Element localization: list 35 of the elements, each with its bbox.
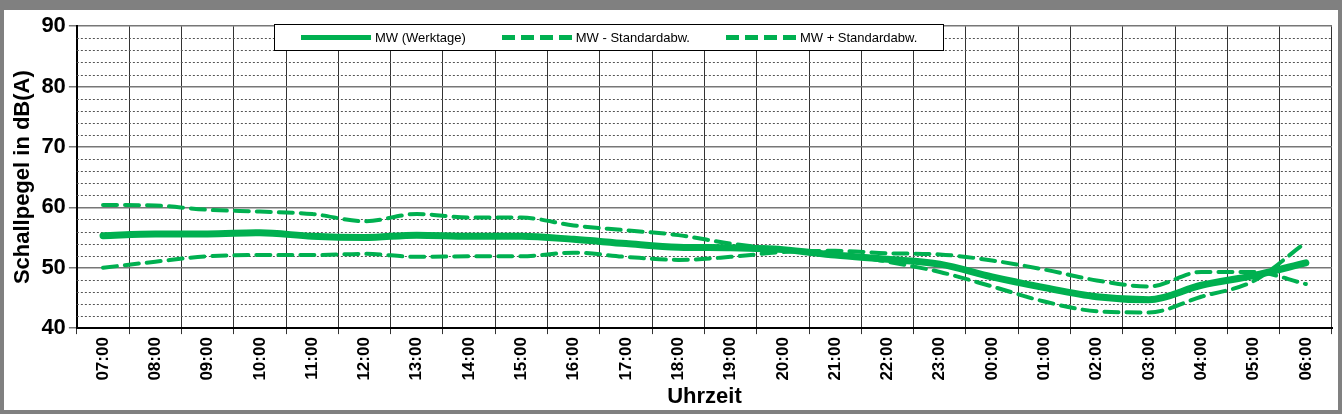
y-tick-label: 40 — [41, 314, 66, 340]
x-tick-label: 11:00 — [301, 337, 321, 380]
x-tick-label: 12:00 — [354, 337, 374, 381]
x-axis-title: Uhrzeit — [667, 382, 743, 408]
x-tick-label: 15:00 — [511, 337, 531, 381]
y-tick-label: 80 — [41, 72, 66, 98]
x-tick-label: 01:00 — [1034, 337, 1054, 381]
x-tick-label: 00:00 — [981, 337, 1001, 381]
y-axis-title: Schallpegel in dB(A) — [9, 70, 35, 285]
x-tick-label: 02:00 — [1086, 337, 1106, 381]
x-tick-label: 10:00 — [249, 337, 269, 381]
x-tick-label: 18:00 — [667, 337, 687, 381]
legend-label: MW (Werktage) — [375, 30, 466, 45]
x-tick-label: 05:00 — [1243, 337, 1263, 381]
y-tick-label: 50 — [41, 253, 66, 279]
legend-label: MW + Standardabw. — [799, 30, 918, 45]
legend-label: MW - Standardabw. — [575, 30, 690, 45]
x-tick-label: 21:00 — [824, 337, 844, 381]
y-tick-label: 70 — [41, 133, 66, 159]
x-tick-label: 22:00 — [877, 337, 897, 381]
x-tick-label: 13:00 — [406, 337, 426, 381]
x-tick-label: 14:00 — [458, 337, 478, 381]
x-tick-label: 19:00 — [720, 337, 740, 381]
y-tick-label: 90 — [41, 12, 66, 38]
x-tick-label: 04:00 — [1190, 337, 1210, 381]
x-tick-label: 09:00 — [197, 337, 217, 381]
x-tick-label: 23:00 — [929, 337, 949, 381]
y-tick-label: 60 — [41, 193, 66, 219]
x-tick-label: 08:00 — [145, 337, 164, 381]
x-tick-label: 07:00 — [92, 337, 112, 381]
x-tick-label: 20:00 — [772, 337, 792, 381]
x-tick-label: 03:00 — [1138, 337, 1158, 381]
x-tick-label: 06:00 — [1295, 337, 1315, 381]
x-tick-label: 16:00 — [563, 337, 583, 381]
x-tick-label: 17:00 — [615, 337, 635, 381]
